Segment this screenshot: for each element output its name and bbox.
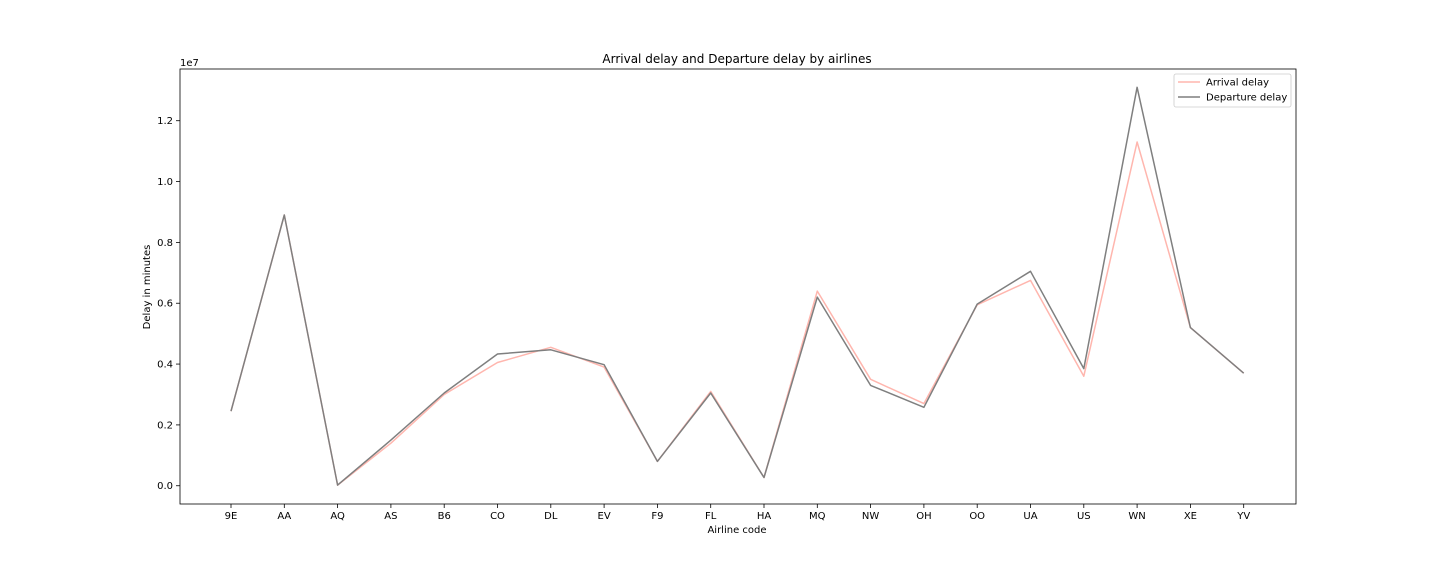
y-tick-label: 0.6 — [157, 299, 173, 310]
x-tick-label: OO — [969, 511, 985, 522]
legend-label: Departure delay — [1206, 93, 1287, 104]
y-offset-label: 1e7 — [180, 58, 199, 69]
x-tick-label: OH — [916, 511, 931, 522]
chart-title: Arrival delay and Departure delay by air… — [602, 52, 871, 66]
x-tick-label: CO — [490, 511, 505, 522]
x-tick-label: AA — [277, 511, 291, 522]
x-tick-label: YV — [1236, 511, 1250, 522]
x-tick-label: US — [1077, 511, 1091, 522]
x-tick-label: MQ — [809, 511, 826, 522]
x-axis-title: Airline code — [707, 525, 766, 536]
series-layer — [230, 86, 1245, 486]
legend: Arrival delay Departure delay — [1173, 73, 1292, 108]
x-tick-label: DL — [544, 511, 558, 522]
x-tick-label: AQ — [330, 511, 345, 522]
x-tick-label: HA — [757, 511, 772, 522]
y-tick-label: 0.2 — [157, 420, 173, 431]
x-tick-label: EV — [598, 511, 611, 522]
x-tick-label: NW — [862, 511, 879, 522]
x-tick-label: XE — [1184, 511, 1197, 522]
y-tick-label: 1.0 — [157, 177, 173, 188]
x-tick-label: WN — [1128, 511, 1145, 522]
x-tick-label: 9E — [225, 511, 238, 522]
y-tick-label: 0.8 — [157, 238, 173, 249]
legend-label: Arrival delay — [1206, 78, 1269, 89]
x-tick-label: UA — [1023, 511, 1037, 522]
series-line-departure-delay — [230, 86, 1245, 486]
series-line-arrival-delay — [230, 141, 1245, 486]
x-tick-label: B6 — [438, 511, 451, 522]
y-tick-label: 1.2 — [157, 116, 173, 127]
y-axis-title: Delay in minutes — [142, 245, 153, 330]
legend-box — [1173, 73, 1292, 108]
y-tick-label: 0.4 — [157, 360, 173, 371]
x-tick-label: FL — [705, 511, 717, 522]
plot-frame — [179, 68, 1297, 505]
x-tick-label: AS — [384, 511, 397, 522]
x-axis: 9E AA AQ AS B6 CO DL EV F9 FL HA MQ NW OH OO UA US WN XE YV — [225, 504, 1250, 522]
y-axis: 0.0 0.2 0.4 0.6 0.8 1.0 1.2 — [157, 116, 180, 492]
x-tick-label: F9 — [651, 511, 663, 522]
y-tick-label: 0.0 — [157, 481, 173, 492]
